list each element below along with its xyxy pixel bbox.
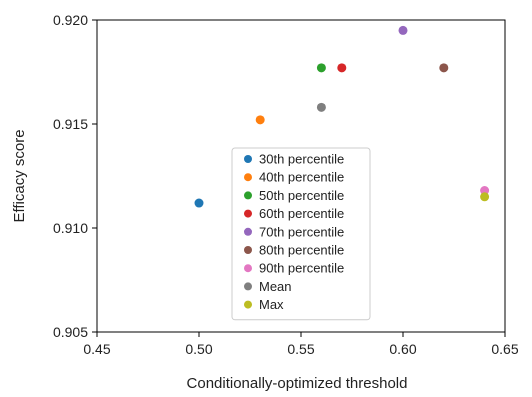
legend-marker (244, 282, 252, 291)
x-tick-label: 0.60 (389, 341, 416, 357)
y-tick-label: 0.910 (53, 220, 88, 236)
data-point (194, 198, 204, 208)
legend-entry-label: 80th percentile (259, 243, 344, 258)
legend-box (231, 147, 371, 321)
y-axis-label: Efficacy score (11, 129, 28, 222)
legend-marker (244, 246, 252, 254)
legend-marker (244, 173, 252, 182)
legend-marker (244, 155, 252, 163)
data-point (316, 102, 326, 112)
legend-entry-label: 30th percentile (259, 152, 344, 167)
legend-marker (244, 227, 252, 236)
y-tick-label: 0.905 (53, 324, 88, 340)
legend-entry-label: 90th percentile (259, 261, 344, 276)
x-tick-label: 0.50 (185, 341, 212, 357)
data-point (337, 63, 347, 73)
data-points (194, 25, 490, 208)
legend-marker (244, 209, 252, 218)
data-point (480, 192, 490, 202)
data-point (480, 186, 490, 196)
x-tick-label: 0.55 (287, 341, 314, 357)
y-axis-ticks: 0.905 0.910 0.915 0.920 (53, 12, 97, 340)
legend-entry-label: 40th percentile (259, 170, 344, 185)
y-tick-label: 0.920 (53, 12, 88, 28)
data-point (316, 63, 326, 73)
legend-marker (244, 300, 252, 309)
legend-marker (244, 191, 252, 200)
legend-entry-label: 50th percentile (259, 188, 344, 203)
y-tick-label: 0.915 (53, 116, 88, 132)
legend-entry-label: 70th percentile (259, 224, 344, 239)
legend-entry-label: Max (259, 297, 284, 312)
x-tick-label: 0.45 (83, 341, 110, 357)
x-axis-label: Conditionally-optimized threshold (187, 375, 408, 392)
data-point (255, 115, 265, 125)
data-point (439, 63, 449, 73)
legend-marker (244, 264, 252, 273)
data-point (398, 25, 408, 35)
x-axis-ticks: 0.45 0.50 0.55 0.60 0.65 (83, 332, 519, 357)
legend-entry-label: 60th percentile (259, 206, 344, 221)
x-tick-label: 0.65 (491, 341, 518, 357)
legend: 30th percentile 40th percentile 50th perce… (231, 147, 371, 321)
legend-entry-label: Mean (259, 279, 292, 294)
